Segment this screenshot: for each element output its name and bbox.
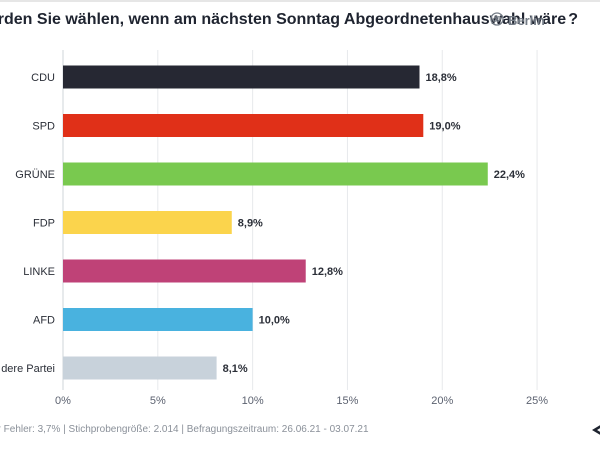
survey-footnote: er Fehler: 3,7% | Stichprobengröße: 2.01…: [0, 424, 369, 435]
bar: [63, 308, 253, 331]
category-label: LINKE: [23, 266, 55, 278]
x-tick-label: 0%: [55, 395, 71, 407]
bar: [63, 211, 232, 234]
bar: [63, 162, 488, 186]
category-label: CDU: [31, 72, 55, 84]
value-label: 19,0%: [429, 121, 460, 133]
value-label: 8,1%: [223, 363, 248, 375]
title-text: ürden Sie wählen, wenn am nächsten Sonnt…: [0, 11, 567, 28]
bar: [63, 114, 424, 137]
chain-link-icon: [490, 12, 504, 26]
x-tick-label: 10%: [242, 395, 264, 407]
x-tick-label: 20%: [431, 395, 453, 407]
value-label: 10,0%: [259, 315, 290, 327]
x-tick-label: 5%: [150, 395, 166, 407]
value-label: 8,9%: [238, 218, 263, 230]
title-question-mark: ?: [568, 11, 578, 28]
category-label: FDP: [33, 218, 55, 230]
category-label: AFD: [33, 315, 55, 327]
chart-header: ürden Sie wählen, wenn am nächsten Sonnt…: [0, 9, 600, 33]
x-tick-label: 15%: [336, 395, 358, 407]
category-label: GRÜNE: [15, 169, 55, 181]
category-label: SPD: [32, 121, 55, 133]
value-label: 22,4%: [494, 169, 525, 181]
logo-icon: [592, 425, 600, 435]
region-label: Berlin: [508, 13, 545, 28]
value-label: 18,8%: [426, 72, 457, 84]
bar: [63, 259, 306, 283]
bar: [63, 65, 420, 89]
bar: [63, 356, 217, 380]
top-divider: [0, 0, 600, 2]
x-tick-label: 25%: [526, 395, 548, 407]
value-label: 12,8%: [312, 266, 343, 278]
chart-title: ürden Sie wählen, wenn am nächsten Sonnt…: [0, 11, 578, 29]
category-label: dere Partei: [1, 363, 55, 375]
